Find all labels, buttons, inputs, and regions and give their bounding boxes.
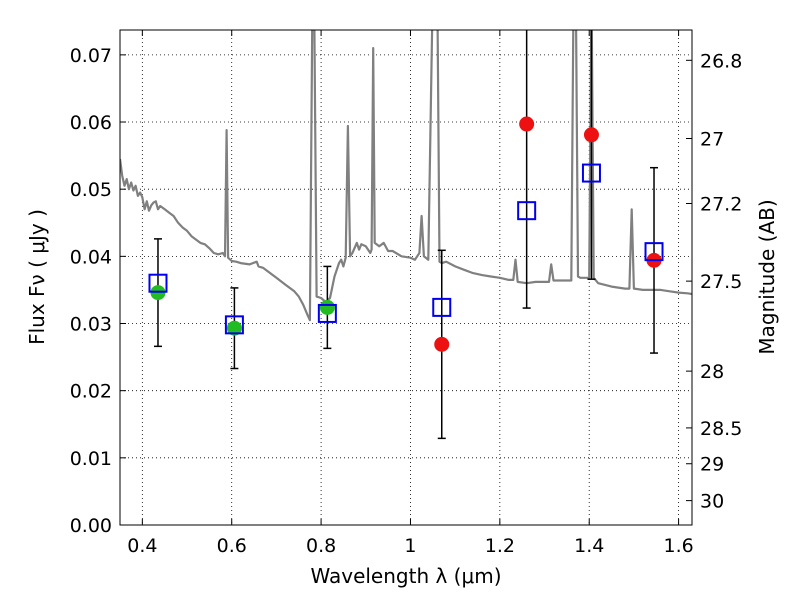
y-tick-label: 0.01 <box>70 448 112 470</box>
data-point <box>319 299 335 315</box>
x-tick-label: 1.6 <box>663 535 693 557</box>
model-square <box>432 297 452 317</box>
data-point <box>519 116 535 132</box>
model-square <box>644 242 664 262</box>
plot-frame <box>119 29 693 526</box>
x-tick-label: 1.2 <box>485 535 515 557</box>
data-markers <box>148 116 664 352</box>
right-tick-label: 27.2 <box>700 194 742 216</box>
model-square <box>517 201 537 221</box>
right-tick-label: 27.5 <box>700 271 742 293</box>
axis-ticks: 0.4 0.6 0.8 1 1.2 1.4 1.6 0.00 0.01 0.02 0.03 0.04 0… <box>70 30 742 557</box>
y-tick-label: 0.07 <box>70 45 112 67</box>
x-tick-label: 1.4 <box>574 535 604 557</box>
model-square <box>148 273 168 293</box>
data-point <box>583 127 599 143</box>
model-square <box>317 303 337 323</box>
y-tick-label: 0.04 <box>70 246 112 268</box>
model-square <box>224 315 244 335</box>
spectrum-line <box>120 30 692 322</box>
right-tick-label: 28.5 <box>700 418 742 440</box>
right-tick-label: 28 <box>700 361 724 383</box>
right-tick-label: 30 <box>700 491 724 513</box>
x-tick-label: 0.6 <box>217 535 247 557</box>
x-tick-label: 1 <box>404 535 416 557</box>
y-tick-label: 0.00 <box>70 515 112 537</box>
y-axis-right-label: Magnitude (AB) <box>755 199 779 354</box>
right-tick-label: 29 <box>700 454 724 476</box>
y-tick-label: 0.02 <box>70 381 112 403</box>
data-point <box>434 336 450 352</box>
right-tick-label: 26.8 <box>700 50 742 72</box>
x-tick-label: 0.4 <box>127 535 157 557</box>
right-tick-label: 27 <box>700 128 724 150</box>
y-tick-label: 0.06 <box>70 112 112 134</box>
model-spectrum <box>120 30 692 322</box>
y-axis-label: Flux Fν ( μJy ) <box>25 209 49 345</box>
data-point <box>226 320 242 336</box>
x-tick-label: 0.8 <box>306 535 336 557</box>
y-tick-label: 0.03 <box>70 314 112 336</box>
y-tick-label: 0.05 <box>70 179 112 201</box>
x-axis-label: Wavelength λ (μm) <box>310 564 501 588</box>
model-square <box>581 163 601 183</box>
